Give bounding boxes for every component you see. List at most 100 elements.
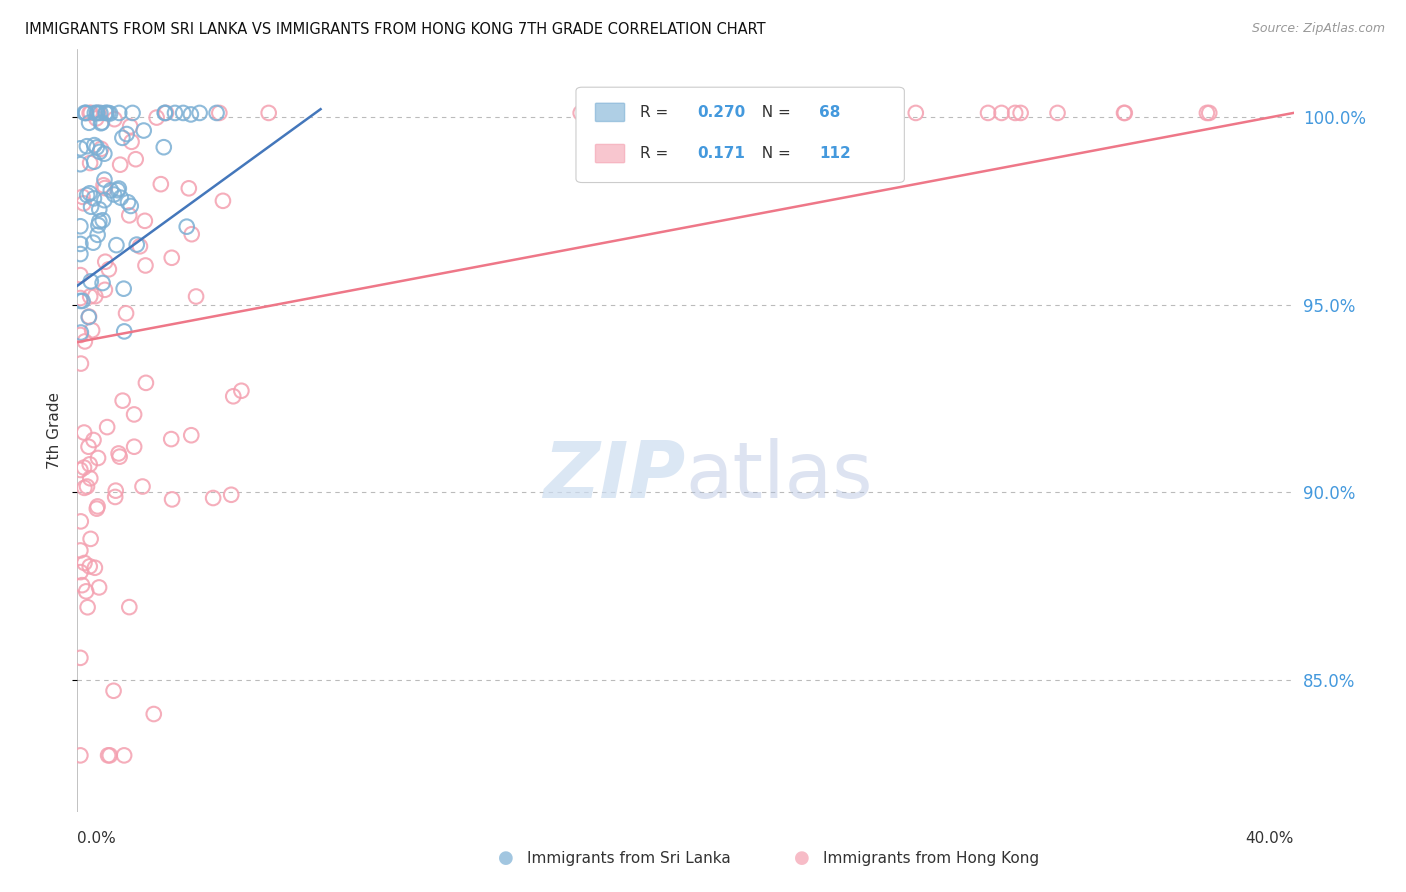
Point <box>80 274 103 288</box>
Point <box>91 276 114 290</box>
Point <box>108 106 131 120</box>
Point <box>86 227 108 242</box>
Point <box>1114 106 1136 120</box>
Point <box>131 479 153 493</box>
Point <box>134 259 156 273</box>
Point <box>152 140 174 154</box>
Point <box>73 481 96 495</box>
Point <box>108 450 131 464</box>
Point <box>69 291 91 305</box>
Text: Source: ZipAtlas.com: Source: ZipAtlas.com <box>1251 22 1385 36</box>
Point <box>149 177 172 191</box>
Point <box>184 289 207 303</box>
Point <box>98 748 121 763</box>
Point <box>91 213 114 227</box>
Point <box>93 193 115 207</box>
Text: ●: ● <box>793 849 810 867</box>
Point <box>172 106 194 120</box>
Point <box>115 127 138 141</box>
Point <box>84 112 107 126</box>
Point <box>904 106 927 120</box>
Point <box>222 389 245 403</box>
Point <box>93 146 115 161</box>
Point <box>94 283 117 297</box>
Text: ●: ● <box>498 849 515 867</box>
Point <box>76 139 98 153</box>
Point <box>132 123 155 137</box>
Point <box>89 202 111 217</box>
Point <box>658 106 681 120</box>
Point <box>69 219 91 234</box>
Point <box>103 112 125 127</box>
Text: ZIP: ZIP <box>543 438 686 514</box>
Point <box>108 158 131 172</box>
Text: R =: R = <box>640 146 673 161</box>
Point <box>121 106 143 120</box>
Point <box>73 334 96 349</box>
Point <box>86 106 108 120</box>
Point <box>69 650 91 665</box>
Point <box>69 247 91 261</box>
Point <box>69 543 91 558</box>
Point <box>75 584 97 599</box>
Point <box>231 384 253 398</box>
Text: Immigrants from Sri Lanka: Immigrants from Sri Lanka <box>527 851 731 865</box>
Point <box>1010 106 1032 120</box>
Text: 40.0%: 40.0% <box>1246 831 1294 846</box>
Point <box>87 581 110 595</box>
Point <box>94 254 117 268</box>
Point <box>103 187 125 202</box>
Point <box>153 106 176 120</box>
Point <box>93 178 115 193</box>
Text: Immigrants from Hong Kong: Immigrants from Hong Kong <box>823 851 1039 865</box>
Point <box>122 408 145 422</box>
Point <box>79 471 101 485</box>
Text: 68: 68 <box>820 105 841 120</box>
Point <box>72 190 94 204</box>
Point <box>89 145 111 159</box>
Point <box>104 490 127 504</box>
Point <box>79 106 101 120</box>
Point <box>98 106 121 120</box>
Point <box>76 188 98 202</box>
Point <box>83 138 105 153</box>
Point <box>107 446 129 460</box>
Point <box>86 106 108 120</box>
Point <box>73 460 96 475</box>
Point <box>79 559 101 574</box>
Point <box>83 106 105 120</box>
Point <box>94 106 117 120</box>
Text: 0.171: 0.171 <box>697 146 745 161</box>
Point <box>202 491 225 505</box>
Point <box>180 428 202 442</box>
Point <box>121 135 143 149</box>
Text: 0.270: 0.270 <box>697 105 745 120</box>
Point <box>96 106 118 120</box>
Point <box>599 106 621 120</box>
Point <box>72 293 94 308</box>
Text: 112: 112 <box>820 146 851 161</box>
Point <box>84 289 107 303</box>
Point <box>75 106 97 120</box>
Point <box>205 106 228 120</box>
Point <box>135 376 157 390</box>
Point <box>977 106 1000 120</box>
Point <box>104 483 127 498</box>
Point <box>87 106 110 120</box>
Point <box>219 488 242 502</box>
Point <box>73 556 96 570</box>
Point <box>163 106 186 120</box>
Point <box>90 142 112 156</box>
Point <box>96 420 118 434</box>
Point <box>70 357 93 371</box>
Point <box>77 310 100 324</box>
Point <box>76 600 98 615</box>
Point <box>82 323 104 337</box>
Point <box>112 282 135 296</box>
Point <box>569 106 592 120</box>
Point <box>100 183 122 197</box>
Point <box>79 156 101 170</box>
Point <box>160 251 183 265</box>
Point <box>108 181 131 195</box>
Point <box>583 106 606 120</box>
